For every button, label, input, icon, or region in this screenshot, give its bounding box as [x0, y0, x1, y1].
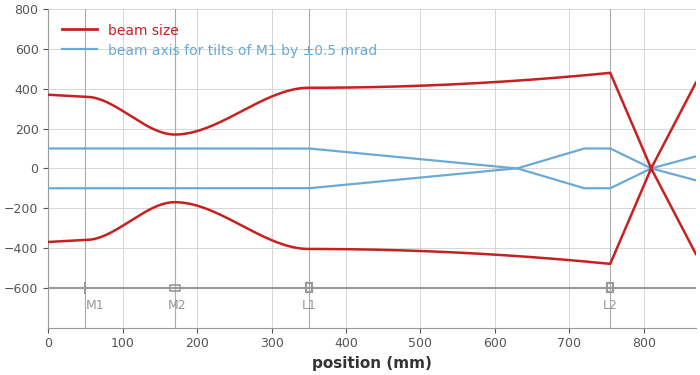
X-axis label: position (mm): position (mm)	[312, 356, 432, 371]
Text: L1: L1	[301, 299, 316, 312]
Text: M2: M2	[167, 299, 186, 312]
Text: M1: M1	[85, 299, 104, 312]
Bar	[169, 285, 180, 291]
Text: L2: L2	[603, 299, 617, 312]
Legend: beam size, beam axis for tilts of M1 by ±0.5 mrad: beam size, beam axis for tilts of M1 by …	[55, 16, 384, 65]
